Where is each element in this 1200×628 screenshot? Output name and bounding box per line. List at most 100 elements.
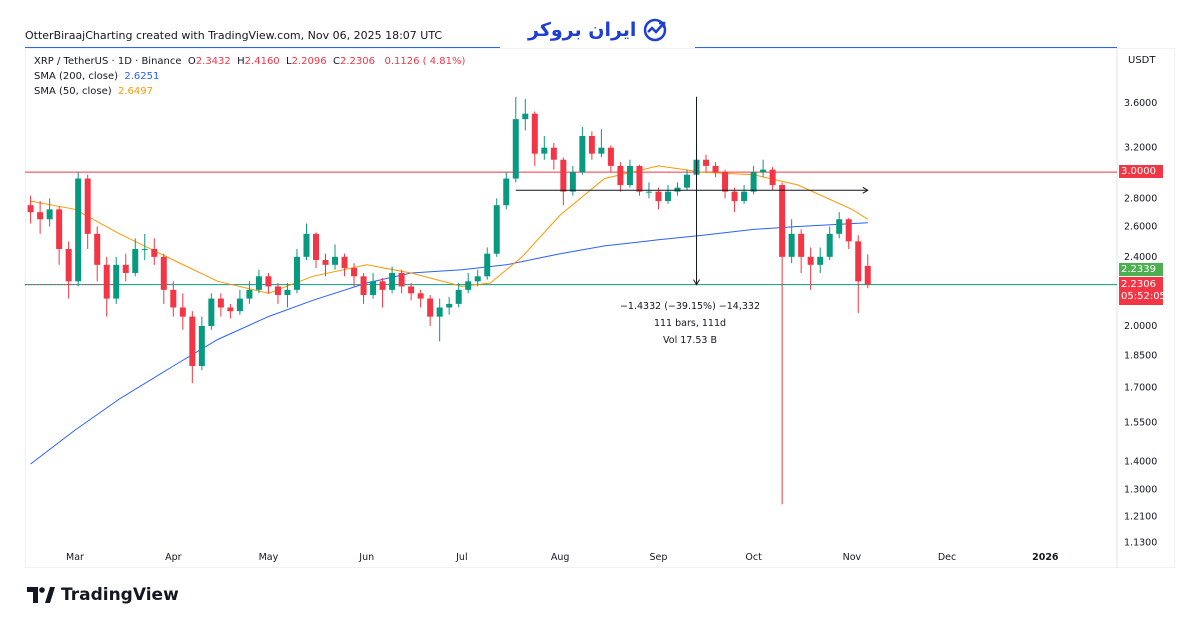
candle-body [274, 286, 281, 296]
legend-o-label: O [187, 56, 196, 67]
candle-body [265, 276, 272, 287]
candle-body [398, 272, 405, 287]
candle-body [703, 159, 710, 166]
legend-h-label: H [237, 56, 245, 67]
candle-body [855, 241, 862, 282]
legend-sma50-row[interactable]: SMA (50, close) 2.6497 [34, 84, 465, 99]
measure-volume: Vol 17.53 B [663, 335, 717, 346]
currency-label[interactable]: USDT [1128, 55, 1156, 66]
y-tick-label: 3.6000 [1124, 98, 1157, 109]
chart-attribution: OtterBiraajCharting created with Trading… [25, 29, 443, 42]
candle-body [122, 264, 129, 273]
candle-body [208, 298, 215, 327]
candle-body [741, 191, 748, 202]
x-tick-label: Jun [358, 552, 374, 563]
sma200-label: SMA (200, close) [34, 71, 118, 82]
candle-body [474, 276, 481, 282]
candle-body [84, 178, 91, 234]
x-tick-label: Nov [843, 552, 862, 563]
y-tick-label: 1.4000 [1124, 456, 1157, 467]
candle-body [522, 113, 529, 120]
candle-body [684, 174, 691, 188]
candle-body [664, 191, 671, 202]
candle-body [170, 289, 177, 308]
legend-l-label: L [286, 56, 292, 67]
candle-body [408, 286, 415, 294]
y-tick-label: 2.8000 [1124, 193, 1157, 204]
measure-arrow-down-icon [693, 279, 700, 286]
candle-body [189, 316, 196, 366]
candle-body [246, 289, 253, 299]
measure-change: −1.4332 (−39.15%) −14,332 [619, 301, 761, 312]
candle-body [760, 169, 767, 173]
price-chart[interactable]: 3.6000 3.2000 2.8000 2.6000 2.4000 2.0000 1.85… [25, 48, 1175, 568]
tradingview-logo-text: TradingView [61, 585, 179, 605]
candle-body [845, 219, 852, 242]
y-tick-label: 3.2000 [1124, 143, 1157, 154]
candle-body [65, 249, 72, 282]
candle-body [132, 249, 139, 273]
candle-body [389, 272, 396, 290]
last-price: 2.2306 [1121, 279, 1156, 290]
candle-body [864, 265, 871, 285]
candle-body [531, 113, 538, 154]
candle-body [255, 276, 262, 290]
x-tick-label: 2026 [1032, 552, 1059, 563]
tradingview-logo: TradingView [27, 585, 179, 605]
candle-body [227, 307, 234, 312]
candle-body [417, 293, 424, 299]
candle-body [75, 178, 82, 282]
legend-high: 2.4160 [244, 56, 280, 67]
sma50-value: 2.6497 [118, 86, 153, 97]
last-price-tag: 2.2306 05:52:05 [1119, 277, 1166, 305]
candle-body [722, 172, 729, 192]
brand-logo-text: ایران بروکر [528, 19, 637, 41]
candle-body [446, 303, 453, 308]
sma-price-tag: 2.2339 [1119, 263, 1163, 276]
x-tick-label: Apr [165, 552, 182, 563]
legend-symbol[interactable]: XRP / TetherUS · 1D · Binance [34, 56, 182, 67]
legend-sma200-row[interactable]: SMA (200, close) 2.6251 [34, 69, 465, 84]
candle-body [37, 212, 44, 220]
level-price-tag: 3.0000 [1119, 165, 1163, 178]
legend-open: 2.3432 [195, 56, 231, 67]
bar-countdown: 05:52:05 [1121, 291, 1166, 302]
candle-body [484, 253, 491, 277]
candle-body [360, 276, 367, 296]
candle-body [503, 178, 510, 206]
x-tick-label: Mar [66, 552, 84, 563]
candle-body [617, 165, 624, 186]
legend-low: 2.2096 [291, 56, 327, 67]
candle-body [113, 264, 120, 299]
candle-body [46, 209, 53, 220]
candle-body [588, 136, 595, 154]
candle-body [598, 147, 605, 154]
candle-body [351, 268, 358, 277]
candle-body [293, 256, 300, 290]
sma200-line [30, 222, 868, 465]
y-tick-label: 1.8500 [1124, 351, 1157, 362]
candle-body [541, 147, 548, 154]
candle-body [836, 219, 843, 234]
candle-body [788, 233, 795, 257]
y-tick-label: 2.4000 [1124, 252, 1157, 263]
candle-body [198, 326, 205, 366]
candle-body [769, 169, 776, 186]
candle-body [312, 233, 319, 261]
candle-body [645, 191, 652, 193]
candle-body [151, 249, 158, 257]
chart-trend-icon [644, 18, 667, 42]
candle-body [779, 185, 786, 257]
candle-body [550, 147, 557, 160]
candle-body [217, 298, 224, 308]
measure-bars: 111 bars, 111d [653, 318, 727, 329]
sma50-line [30, 165, 869, 294]
sma50-label: SMA (50, close) [34, 86, 112, 97]
candle-body [512, 119, 519, 179]
candle-body [636, 165, 643, 192]
x-tick-label: Oct [745, 552, 762, 563]
candle-body [236, 298, 243, 312]
brand-logo: ایران بروکر [528, 17, 668, 43]
y-tick-label: 1.5500 [1124, 418, 1157, 429]
y-tick-label: 1.1300 [1124, 538, 1157, 549]
